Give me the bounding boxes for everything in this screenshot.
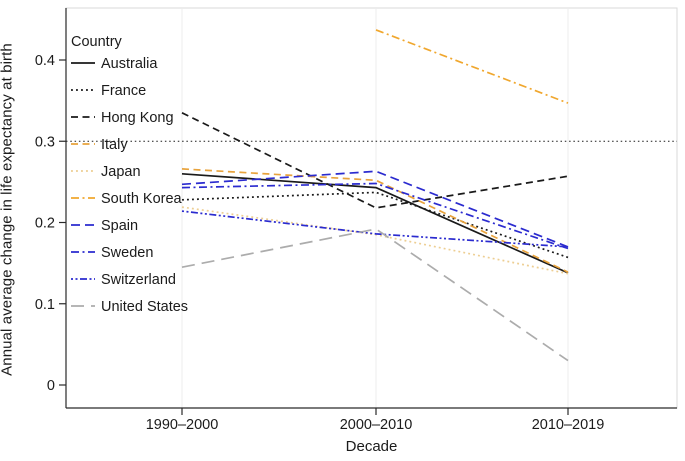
- y-tick-label: 0.3: [35, 134, 55, 150]
- legend-label-hong-kong: Hong Kong: [101, 110, 174, 126]
- series-line-italy: [181, 168, 569, 273]
- series-line-japan: [181, 206, 569, 275]
- series-line-united-states: [181, 228, 569, 362]
- legend-item-united-states: United States: [71, 299, 188, 315]
- x-tick-label-2010-2019: 2010–2019: [532, 417, 605, 433]
- legend-label-spain: Spain: [101, 218, 138, 234]
- legend-label-japan: Japan: [101, 164, 141, 180]
- legend-label-sweden: Sweden: [101, 245, 153, 261]
- series-line-spain: [181, 170, 569, 248]
- legend-item-hong-kong: Hong Kong: [71, 110, 174, 126]
- legend-item-sweden: Sweden: [71, 245, 153, 261]
- legend-item-south-korea: South Korea: [71, 191, 183, 207]
- legend-label-france: France: [101, 83, 146, 99]
- legend: Country Australia France Hong Kong Italy Japa…: [71, 34, 188, 315]
- legend-item-japan: Japan: [71, 164, 141, 180]
- y-tick-label: 0.2: [35, 216, 55, 232]
- y-tick-label: 0: [47, 378, 55, 394]
- legend-label-south-korea: South Korea: [101, 191, 183, 207]
- series-line-hong-kong: [181, 112, 569, 209]
- y-tick-label: 0.4: [35, 53, 55, 69]
- legend-item-australia: Australia: [71, 56, 158, 72]
- legend-item-italy: Italy: [71, 137, 128, 153]
- x-axis-title: Decade: [345, 438, 398, 455]
- x-tick-label-2000-2010: 2000–2010: [340, 417, 413, 433]
- legend-label-switzerland: Switzerland: [101, 272, 176, 288]
- series-line-south-korea: [375, 29, 569, 104]
- legend-item-spain: Spain: [71, 218, 138, 234]
- legend-label-italy: Italy: [101, 137, 128, 153]
- series-line-switzerland: [181, 210, 569, 248]
- y-axis-title: Annual average change in life expectancy…: [0, 43, 16, 376]
- series-line-australia: [181, 172, 569, 274]
- x-tick-label-1990-2000: 1990–2000: [146, 417, 219, 433]
- legend-item-switzerland: Switzerland: [71, 272, 176, 288]
- legend-title: Country: [71, 34, 123, 50]
- plot-border: [65, 7, 678, 409]
- legend-label-australia: Australia: [101, 56, 158, 72]
- series-line-sweden: [181, 182, 569, 250]
- legend-item-france: France: [71, 83, 146, 99]
- legend-label-united-states: United States: [101, 299, 188, 315]
- y-tick-label: 0.1: [35, 297, 55, 313]
